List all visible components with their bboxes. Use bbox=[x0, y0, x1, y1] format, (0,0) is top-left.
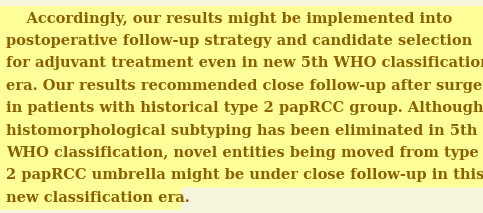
FancyBboxPatch shape bbox=[0, 29, 483, 53]
FancyBboxPatch shape bbox=[0, 6, 483, 31]
FancyBboxPatch shape bbox=[0, 163, 483, 187]
Text: new classification era.: new classification era. bbox=[6, 191, 189, 205]
FancyBboxPatch shape bbox=[0, 118, 483, 142]
Text: for adjuvant treatment even in new 5th WHO classification: for adjuvant treatment even in new 5th W… bbox=[6, 56, 483, 71]
Text: postoperative follow-up strategy and candidate selection: postoperative follow-up strategy and can… bbox=[6, 34, 472, 48]
FancyBboxPatch shape bbox=[0, 140, 483, 165]
FancyBboxPatch shape bbox=[0, 185, 181, 210]
FancyBboxPatch shape bbox=[0, 51, 483, 75]
Text: 2 papRCC umbrella might be under close follow-up in this: 2 papRCC umbrella might be under close f… bbox=[6, 168, 483, 182]
Text: in patients with historical type 2 papRCC group. Although: in patients with historical type 2 papRC… bbox=[6, 101, 483, 115]
FancyBboxPatch shape bbox=[0, 96, 483, 120]
Text: histomorphological subtyping has been eliminated in 5th: histomorphological subtyping has been el… bbox=[6, 124, 477, 138]
Text: WHO classification, novel entities being moved from type: WHO classification, novel entities being… bbox=[6, 146, 479, 160]
Text: era. Our results recommended close follow-up after surgery: era. Our results recommended close follo… bbox=[6, 79, 483, 93]
FancyBboxPatch shape bbox=[0, 73, 483, 98]
Text: Accordingly, our results might be implemented into: Accordingly, our results might be implem… bbox=[6, 12, 452, 26]
